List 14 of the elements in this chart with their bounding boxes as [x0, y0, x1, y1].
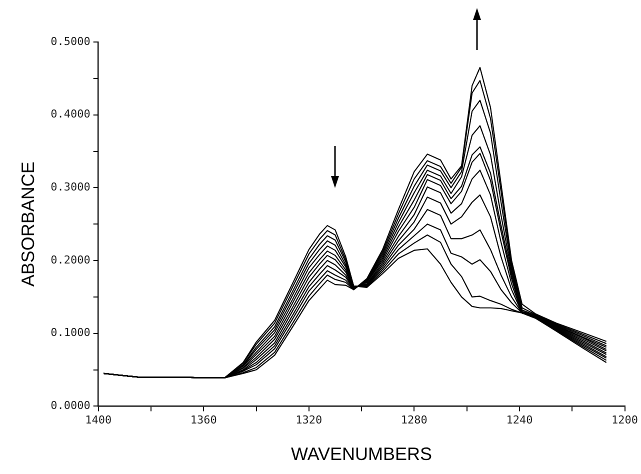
y-tick-label: 0.4000 — [50, 108, 90, 121]
y-axis-title: ABSORBANCE — [18, 162, 38, 287]
y-tick-label: 0.5000 — [50, 34, 90, 48]
y-tick-label: 0.3000 — [50, 180, 90, 194]
x-tick-label: 1240 — [506, 414, 533, 427]
y-tick-label: 0.0000 — [50, 399, 90, 412]
x-tick-label: 1320 — [296, 414, 322, 427]
x-axis-title: WAVENUMBERS — [291, 444, 432, 464]
y-tick-label: 0.1000 — [50, 326, 90, 340]
x-tick-label: 1200 — [612, 414, 638, 427]
x-tick-label: 1360 — [190, 414, 217, 427]
x-tick-label: 1280 — [400, 414, 428, 427]
y-tick-label: 0.2000 — [50, 253, 90, 266]
x-tick-label: 1400 — [85, 414, 112, 427]
